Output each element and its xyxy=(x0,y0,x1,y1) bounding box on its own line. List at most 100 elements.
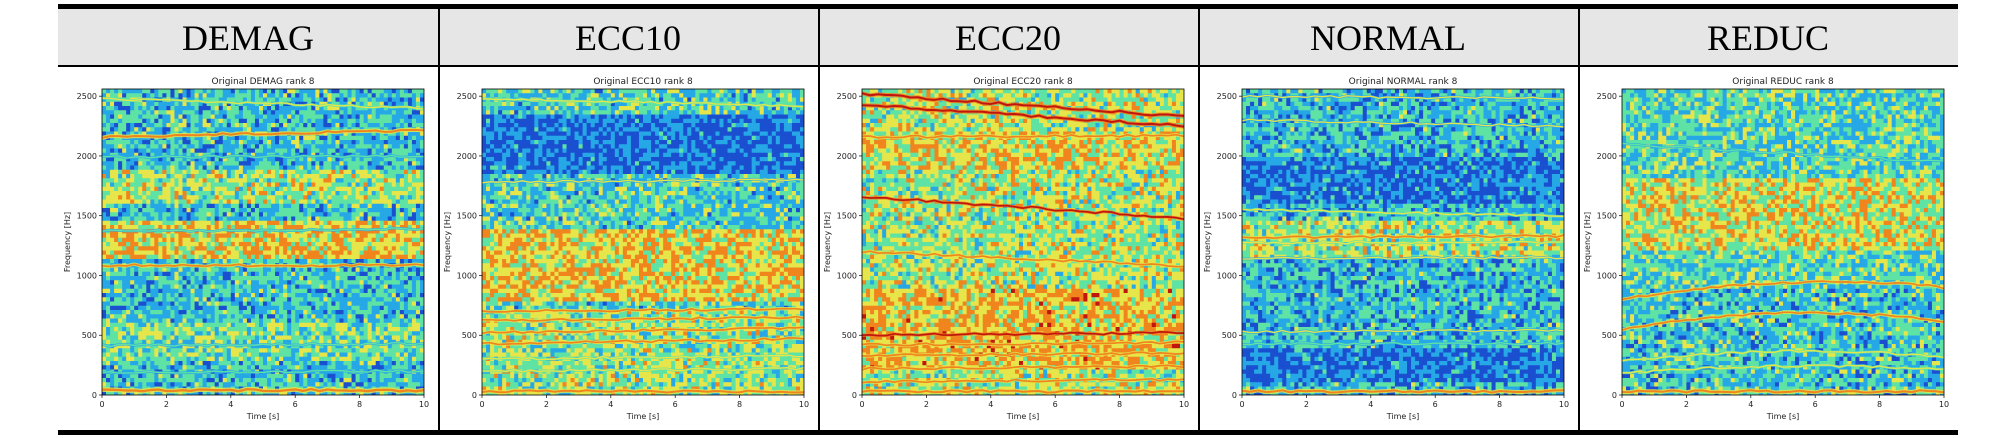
heatmap-cell xyxy=(170,318,176,324)
heatmap-cell xyxy=(126,314,131,320)
heatmap-cell xyxy=(351,216,357,222)
heatmap-cell xyxy=(319,225,324,230)
heatmap-cell xyxy=(210,165,216,171)
heatmap-cell xyxy=(347,110,353,116)
heatmap-cell xyxy=(114,225,119,230)
heatmap-cell xyxy=(178,114,184,120)
heatmap-cell xyxy=(202,301,208,307)
heatmap-cell xyxy=(146,106,151,111)
heatmap-cell xyxy=(267,344,272,349)
heatmap-cell xyxy=(331,195,337,201)
heatmap-cell xyxy=(403,305,409,311)
heatmap-cell xyxy=(194,318,200,324)
heatmap-cell xyxy=(182,233,188,239)
heatmap-cell xyxy=(230,191,236,196)
heatmap-cell xyxy=(347,276,353,281)
heatmap-cell xyxy=(146,174,151,179)
heatmap-cell xyxy=(403,339,409,345)
heatmap-cell xyxy=(323,220,329,226)
heatmap-cell xyxy=(311,242,316,247)
heatmap-cell xyxy=(162,127,168,133)
heatmap-cell xyxy=(351,110,357,116)
heatmap-cell xyxy=(351,101,357,107)
heatmap-cell xyxy=(319,195,324,201)
heatmap-cell xyxy=(246,220,252,226)
heatmap-cell xyxy=(170,212,176,218)
heatmap-cell xyxy=(170,284,176,290)
heatmap-cell xyxy=(154,293,159,298)
heatmap-cell xyxy=(307,242,312,247)
heatmap-cell xyxy=(347,178,353,184)
heatmap-cell xyxy=(150,233,155,239)
heatmap-cell xyxy=(210,225,216,230)
heatmap-cell xyxy=(142,288,147,294)
heatmap-cell xyxy=(126,237,131,243)
heatmap-cell xyxy=(275,242,280,247)
heatmap-cell xyxy=(375,344,381,349)
heatmap-cell xyxy=(395,335,401,341)
heatmap-cell xyxy=(218,127,224,133)
heatmap-cell xyxy=(323,331,329,337)
heatmap-cell xyxy=(283,288,288,294)
heatmap-cell xyxy=(154,254,159,260)
heatmap-cell xyxy=(118,174,123,179)
heatmap-cell xyxy=(182,186,188,192)
heatmap-cell xyxy=(287,165,292,171)
heatmap-cell xyxy=(403,135,409,141)
heatmap-cell xyxy=(331,246,337,252)
heatmap-cell xyxy=(258,182,264,188)
heatmap-cell xyxy=(226,267,232,273)
heatmap-cell xyxy=(395,97,401,103)
heatmap-cell xyxy=(319,144,324,150)
heatmap-cell xyxy=(375,140,381,145)
heatmap-cell xyxy=(230,97,236,103)
heatmap-cell xyxy=(367,237,373,243)
heatmap-cell xyxy=(114,169,119,175)
heatmap-cell xyxy=(166,127,172,133)
heatmap-cell xyxy=(222,89,228,94)
heatmap-cell xyxy=(206,318,212,324)
heatmap-cell xyxy=(359,110,365,116)
heatmap-cell xyxy=(174,314,180,320)
heatmap-cell xyxy=(291,301,296,307)
heatmap-cell xyxy=(411,152,417,158)
heatmap-cell xyxy=(194,140,200,145)
heatmap-cell xyxy=(335,280,341,286)
heatmap-cell xyxy=(363,93,369,99)
heatmap-cell xyxy=(178,216,184,222)
heatmap-cell xyxy=(275,297,280,303)
heatmap-cell xyxy=(182,178,188,184)
heatmap-cell xyxy=(134,135,139,141)
heatmap-cell xyxy=(218,246,224,252)
heatmap-cell xyxy=(363,89,369,94)
heatmap-cell xyxy=(383,339,389,345)
heatmap-cell xyxy=(327,314,333,320)
heatmap-cell xyxy=(399,322,405,328)
heatmap-cell xyxy=(351,314,357,320)
heatmap-cell xyxy=(150,203,155,209)
heatmap-cell xyxy=(275,216,280,222)
heatmap-cell xyxy=(343,310,349,315)
heatmap-cell xyxy=(246,348,252,354)
heatmap-cell xyxy=(279,212,284,218)
heatmap-cell xyxy=(242,267,248,273)
heatmap-cell xyxy=(351,344,357,349)
heatmap-cell xyxy=(190,135,196,141)
heatmap-cell xyxy=(250,148,256,154)
heatmap-cell xyxy=(246,101,252,107)
heatmap-cell xyxy=(230,242,236,247)
heatmap-cell xyxy=(339,254,345,260)
heatmap-cell xyxy=(395,322,401,328)
heatmap-cell xyxy=(279,182,284,188)
heatmap-cell xyxy=(106,310,111,315)
heatmap-cell xyxy=(367,348,373,354)
heatmap-cell xyxy=(114,131,119,137)
heatmap-cell xyxy=(383,322,389,328)
heatmap-cell xyxy=(403,131,409,137)
heatmap-cell xyxy=(170,233,176,239)
heatmap-cell xyxy=(419,144,424,150)
heatmap-cell xyxy=(339,148,345,154)
heatmap-cell xyxy=(319,246,324,252)
heatmap-cell xyxy=(242,331,248,337)
heatmap-cell xyxy=(118,199,123,205)
